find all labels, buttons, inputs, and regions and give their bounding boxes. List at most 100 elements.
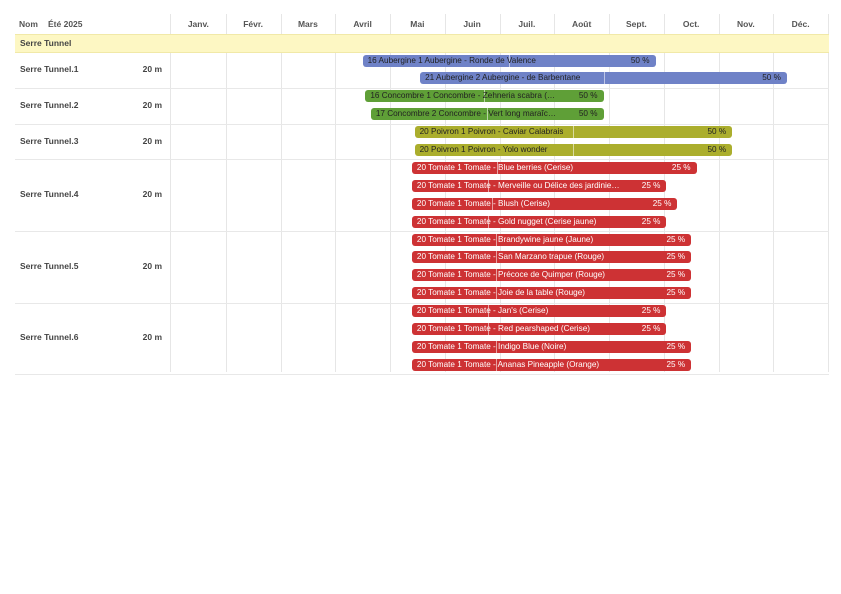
crop-progress-percent: 25 % bbox=[666, 234, 686, 244]
crop-label: 17 Concombre 2 Concombre - Vert long mar… bbox=[375, 109, 557, 119]
bed-length: 20 m bbox=[142, 260, 162, 271]
crop-progress-percent: 25 % bbox=[671, 162, 691, 172]
row-divider bbox=[15, 88, 829, 89]
crop-bar[interactable]: 20 Tomate 1 Tomate - Joie de la table (R… bbox=[411, 287, 692, 300]
crop-bar[interactable]: 20 Tomate 1 Tomate - Red pearshaped (Cer… bbox=[411, 323, 667, 335]
grid-line bbox=[226, 14, 227, 372]
grid-line bbox=[773, 14, 774, 372]
crop-label: 20 Tomate 1 Tomate - Jan's (Cerise) bbox=[416, 306, 549, 316]
crop-bar[interactable]: 16 Concombre 1 Concombre - Zehneria scab… bbox=[365, 90, 604, 103]
grid-line bbox=[609, 14, 610, 372]
crop-bar[interactable]: 20 Tomate 1 Tomate - Blue berries (Ceris… bbox=[411, 161, 697, 174]
grid-line bbox=[170, 14, 171, 372]
month-header: Févr. bbox=[243, 19, 264, 29]
progress-marker bbox=[491, 197, 493, 210]
crop-progress-percent: 50 % bbox=[578, 109, 598, 119]
grid-line bbox=[390, 14, 391, 372]
crop-progress-percent: 25 % bbox=[666, 359, 686, 369]
crop-bar[interactable]: 21 Aubergine 2 Aubergine - de Barbentane… bbox=[420, 72, 787, 85]
crop-bar[interactable]: 20 Tomate 1 Tomate - Précoce de Quimper … bbox=[411, 269, 692, 282]
crop-bar[interactable]: 20 Tomate 1 Tomate - Blush (Cerise) 25 % bbox=[411, 197, 678, 210]
bed-length: 20 m bbox=[142, 135, 162, 146]
month-header: Mai bbox=[410, 19, 425, 29]
month-header: Juin bbox=[463, 19, 481, 29]
crop-label: 20 Tomate 1 Tomate - Blue berries (Ceris… bbox=[416, 162, 574, 172]
grid-line bbox=[445, 14, 446, 372]
bed-name[interactable]: Serre Tunnel.3 bbox=[20, 135, 79, 146]
bed-length: 20 m bbox=[142, 332, 162, 343]
progress-marker bbox=[488, 323, 490, 335]
progress-marker bbox=[573, 126, 575, 139]
month-header: Déc. bbox=[791, 19, 810, 29]
bed-length: 20 m bbox=[142, 63, 162, 74]
crop-label: 20 Tomate 1 Tomate - Red pearshaped (Cer… bbox=[416, 324, 590, 333]
month-header: Sept. bbox=[625, 19, 647, 29]
crop-progress-percent: 25 % bbox=[666, 270, 686, 280]
crop-progress-percent: 50 % bbox=[707, 145, 727, 154]
bed-name[interactable]: Serre Tunnel.5 bbox=[20, 260, 79, 271]
row-divider bbox=[15, 231, 829, 232]
grid-line bbox=[500, 14, 501, 372]
progress-marker bbox=[488, 305, 490, 318]
crop-bar[interactable]: 16 Aubergine 1 Aubergine - Ronde de Vale… bbox=[362, 54, 656, 67]
crop-bar[interactable]: 20 Tomate 1 Tomate - Ananas Pineapple (O… bbox=[411, 358, 692, 371]
grid-line bbox=[828, 14, 829, 372]
crop-label: 16 Concombre 1 Concombre - Zehneria scab… bbox=[370, 91, 556, 101]
crop-progress-percent: 25 % bbox=[666, 252, 686, 262]
crop-bar[interactable]: 20 Tomate 1 Tomate - Gold nugget (Cerise… bbox=[411, 215, 667, 228]
crop-label: 20 Poivron 1 Poivron - Yolo wonder bbox=[419, 145, 548, 154]
bed-name[interactable]: Serre Tunnel.2 bbox=[20, 99, 79, 110]
progress-marker bbox=[488, 215, 490, 228]
grid-line bbox=[664, 14, 665, 372]
progress-marker bbox=[495, 251, 497, 264]
bed-name[interactable]: Serre Tunnel.4 bbox=[20, 189, 79, 200]
crop-progress-percent: 25 % bbox=[652, 198, 672, 208]
crop-label: 20 Tomate 1 Tomate - Précoce de Quimper … bbox=[416, 270, 605, 280]
grid-line bbox=[335, 14, 336, 372]
grid-line bbox=[554, 14, 555, 372]
progress-marker bbox=[488, 179, 490, 192]
crop-label: 20 Tomate 1 Tomate - Joie de la table (R… bbox=[416, 288, 585, 298]
crop-label: 16 Aubergine 1 Aubergine - Ronde de Vale… bbox=[367, 55, 536, 65]
row-divider bbox=[15, 124, 829, 125]
progress-marker bbox=[495, 358, 497, 371]
bed-name[interactable]: Serre Tunnel.6 bbox=[20, 332, 79, 343]
crop-label: 20 Tomate 1 Tomate - Gold nugget (Cerise… bbox=[416, 216, 597, 226]
crop-label: 20 Poivron 1 Poivron - Caviar Calabrais bbox=[419, 127, 564, 137]
crop-bar[interactable]: 20 Poivron 1 Poivron - Caviar Calabrais 5… bbox=[414, 126, 733, 139]
crop-bar[interactable]: 20 Poivron 1 Poivron - Yolo wonder 50 % bbox=[414, 144, 733, 156]
crop-bar[interactable]: 20 Tomate 1 Tomate - Jan's (Cerise) 25 % bbox=[411, 305, 667, 318]
crop-bar[interactable]: 20 Tomate 1 Tomate - San Marzano trapue … bbox=[411, 251, 692, 264]
crop-label: 20 Tomate 1 Tomate - Indigo Blue (Noire) bbox=[416, 341, 567, 351]
progress-marker bbox=[603, 72, 605, 85]
crop-bar[interactable]: 20 Tomate 1 Tomate - Brandywine jaune (J… bbox=[411, 233, 692, 246]
progress-marker bbox=[573, 144, 575, 156]
name-column-header[interactable]: Nom bbox=[19, 19, 38, 29]
bed-name[interactable]: Serre Tunnel.1 bbox=[20, 63, 79, 74]
crop-label: 20 Tomate 1 Tomate - Brandywine jaune (J… bbox=[416, 234, 594, 244]
crop-bar[interactable]: 20 Tomate 1 Tomate - Indigo Blue (Noire)… bbox=[411, 340, 692, 353]
crop-bar[interactable]: 20 Tomate 1 Tomate - Merveille ou Délice… bbox=[411, 179, 667, 192]
crop-progress-percent: 25 % bbox=[641, 216, 661, 226]
progress-marker bbox=[495, 340, 497, 353]
month-header: Août bbox=[571, 19, 592, 29]
crop-bar[interactable]: 17 Concombre 2 Concombre - Vert long mar… bbox=[370, 108, 604, 121]
month-header: Mars bbox=[297, 19, 318, 29]
crop-progress-percent: 50 % bbox=[630, 55, 650, 65]
grid-line bbox=[281, 14, 282, 372]
progress-marker bbox=[509, 54, 511, 67]
progress-marker bbox=[484, 90, 486, 103]
crop-progress-percent: 25 % bbox=[666, 288, 686, 298]
group-row[interactable]: Serre Tunnel bbox=[15, 34, 829, 53]
bed-length: 20 m bbox=[142, 189, 162, 200]
crop-progress-percent: 50 % bbox=[578, 91, 598, 101]
progress-marker bbox=[487, 108, 489, 121]
crop-label: 20 Tomate 1 Tomate - Merveille ou Délice… bbox=[416, 180, 620, 190]
month-header: Juil. bbox=[518, 19, 536, 29]
progress-marker bbox=[495, 287, 497, 300]
progress-marker bbox=[495, 233, 497, 246]
row-divider bbox=[15, 374, 829, 375]
month-header: Janv. bbox=[187, 19, 209, 29]
month-header: Avril bbox=[353, 19, 372, 29]
